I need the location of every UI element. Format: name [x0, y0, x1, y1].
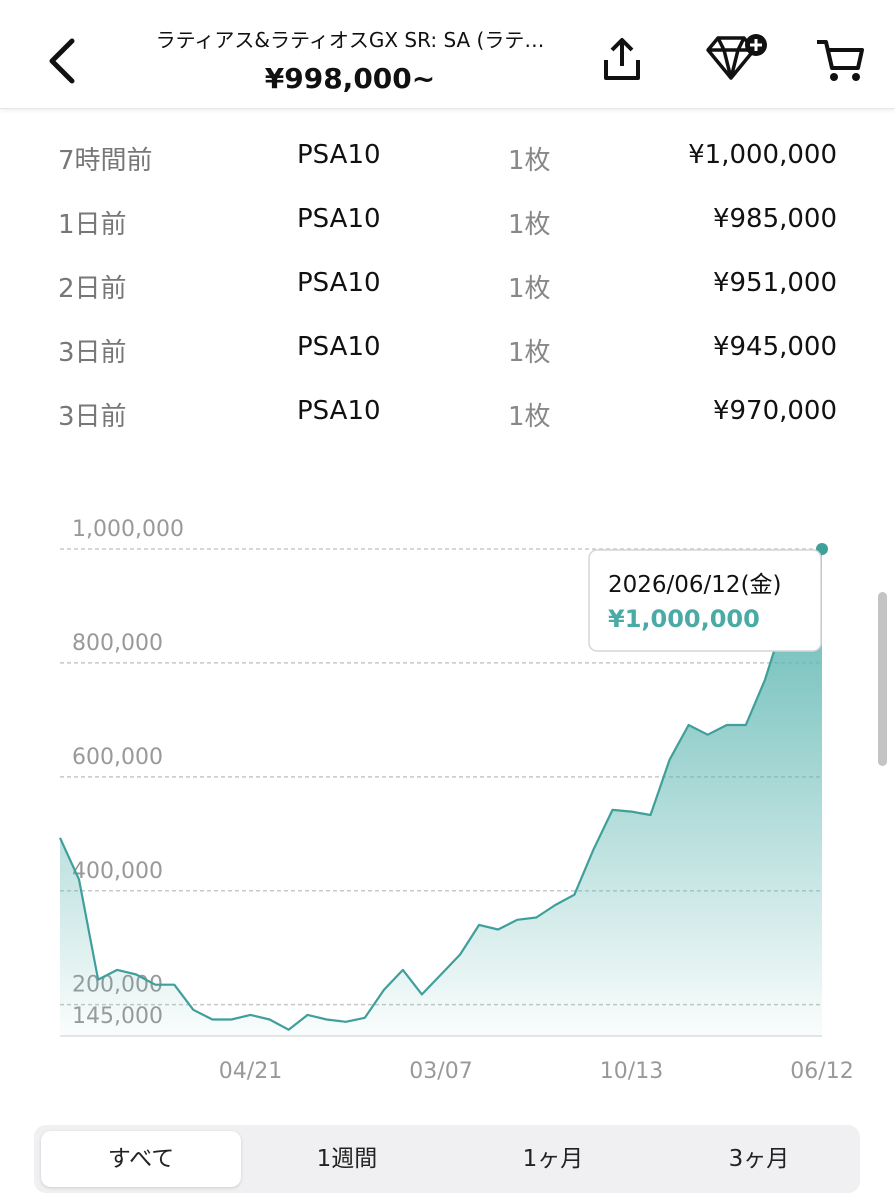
x-tick-label: 10/13	[600, 1059, 663, 1084]
y-tick-label: 1,000,000	[72, 517, 184, 542]
sales-table: 7時間前 PSA10 1枚 ¥1,000,000 1日前 PSA10 1枚 ¥985,000 2…	[0, 112, 895, 467]
range-tab[interactable]: すべて	[41, 1131, 241, 1187]
table-cell: 1枚	[508, 146, 551, 176]
watchlist-button[interactable]	[702, 32, 772, 84]
table-cell: 1枚	[508, 274, 551, 304]
range-tabs: すべて 1週間 1ヶ月 3ヶ月	[34, 1125, 860, 1193]
tooltip	[588, 549, 822, 652]
table-cell: 1日前	[58, 210, 127, 240]
table-cell: PSA10	[297, 268, 381, 298]
x-tick-label: 04/21	[219, 1059, 282, 1084]
cart-button[interactable]	[814, 36, 866, 84]
tooltip-date: 2026/06/12(金)	[608, 572, 782, 598]
range-tab[interactable]: 1ヶ月	[522, 1146, 584, 1172]
table-cell: 1枚	[508, 210, 551, 240]
table-cell: ¥945,000	[712, 332, 837, 362]
table-cell: PSA10	[297, 332, 381, 362]
product-price: ¥998,000~	[264, 62, 436, 95]
table-cell: ¥951,000	[712, 268, 837, 298]
y-tick-label: 600,000	[72, 745, 163, 770]
table-cell: 1枚	[508, 402, 551, 432]
table-cell: 2日前	[58, 274, 127, 304]
table-cell: 3日前	[58, 338, 127, 368]
table-cell: 1枚	[508, 338, 551, 368]
tooltip-value: ¥1,000,000	[608, 605, 760, 633]
range-tab[interactable]: 3ヶ月	[728, 1146, 790, 1172]
range-tab[interactable]: 1週間	[316, 1146, 378, 1172]
y-tick-label: 400,000	[72, 859, 163, 884]
table-cell: ¥970,000	[712, 396, 837, 426]
x-tick-label: 06/12	[790, 1059, 853, 1084]
table-cell: PSA10	[297, 204, 381, 234]
fade	[0, 440, 895, 470]
area	[60, 549, 822, 1036]
price-chart: 145,000200,000400,000600,000800,0001,000…	[58, 517, 887, 1084]
y-tick-label: 800,000	[72, 631, 163, 656]
share-button[interactable]	[598, 36, 646, 84]
header: ラティアス&ラティオスGX SR: SA (ラテ… ¥998,000~	[0, 0, 895, 109]
price-line	[58, 548, 823, 1031]
product-title: ラティアス&ラティオスGX SR: SA (ラテ…	[155, 28, 545, 52]
table-cell: 3日前	[58, 402, 127, 432]
table-cell: ¥1,000,000	[688, 140, 837, 170]
scrollbar	[878, 592, 887, 766]
table-cell: PSA10	[297, 140, 381, 170]
table-cell: PSA10	[297, 396, 381, 426]
table-cell: ¥985,000	[712, 204, 837, 234]
table-cell: 7時間前	[58, 146, 153, 176]
x-tick-label: 03/07	[409, 1059, 472, 1084]
back-button[interactable]	[40, 36, 84, 86]
